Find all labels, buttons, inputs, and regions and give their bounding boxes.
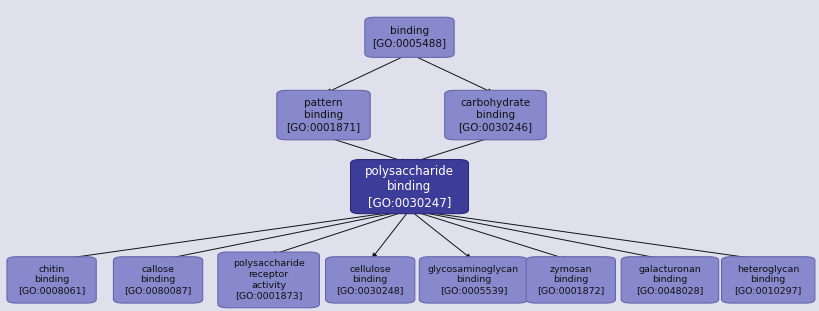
- FancyBboxPatch shape: [365, 17, 454, 57]
- Text: galacturonan
binding
[GO:0048028]: galacturonan binding [GO:0048028]: [636, 265, 704, 295]
- Text: pattern
binding
[GO:0001871]: pattern binding [GO:0001871]: [287, 98, 360, 132]
- Text: chitin
binding
[GO:0008061]: chitin binding [GO:0008061]: [18, 265, 85, 295]
- Text: callose
binding
[GO:0080087]: callose binding [GO:0080087]: [124, 265, 192, 295]
- FancyBboxPatch shape: [218, 252, 319, 308]
- Text: carbohydrate
binding
[GO:0030246]: carbohydrate binding [GO:0030246]: [459, 98, 532, 132]
- Text: zymosan
binding
[GO:0001872]: zymosan binding [GO:0001872]: [537, 265, 604, 295]
- FancyBboxPatch shape: [326, 257, 415, 303]
- Text: polysaccharide
receptor
activity
[GO:0001873]: polysaccharide receptor activity [GO:000…: [233, 259, 305, 300]
- FancyBboxPatch shape: [419, 257, 527, 303]
- Text: cellulose
binding
[GO:0030248]: cellulose binding [GO:0030248]: [337, 265, 404, 295]
- FancyBboxPatch shape: [7, 257, 97, 303]
- FancyBboxPatch shape: [722, 257, 815, 303]
- Text: polysaccharide
binding
[GO:0030247]: polysaccharide binding [GO:0030247]: [365, 165, 454, 209]
- Text: glycosaminoglycan
binding
[GO:0005539]: glycosaminoglycan binding [GO:0005539]: [428, 265, 519, 295]
- Text: heteroglycan
binding
[GO:0010297]: heteroglycan binding [GO:0010297]: [735, 265, 802, 295]
- FancyBboxPatch shape: [351, 160, 468, 214]
- FancyBboxPatch shape: [526, 257, 616, 303]
- Text: binding
[GO:0005488]: binding [GO:0005488]: [373, 26, 446, 48]
- FancyBboxPatch shape: [621, 257, 718, 303]
- FancyBboxPatch shape: [445, 90, 546, 140]
- FancyBboxPatch shape: [113, 257, 202, 303]
- FancyBboxPatch shape: [277, 90, 370, 140]
